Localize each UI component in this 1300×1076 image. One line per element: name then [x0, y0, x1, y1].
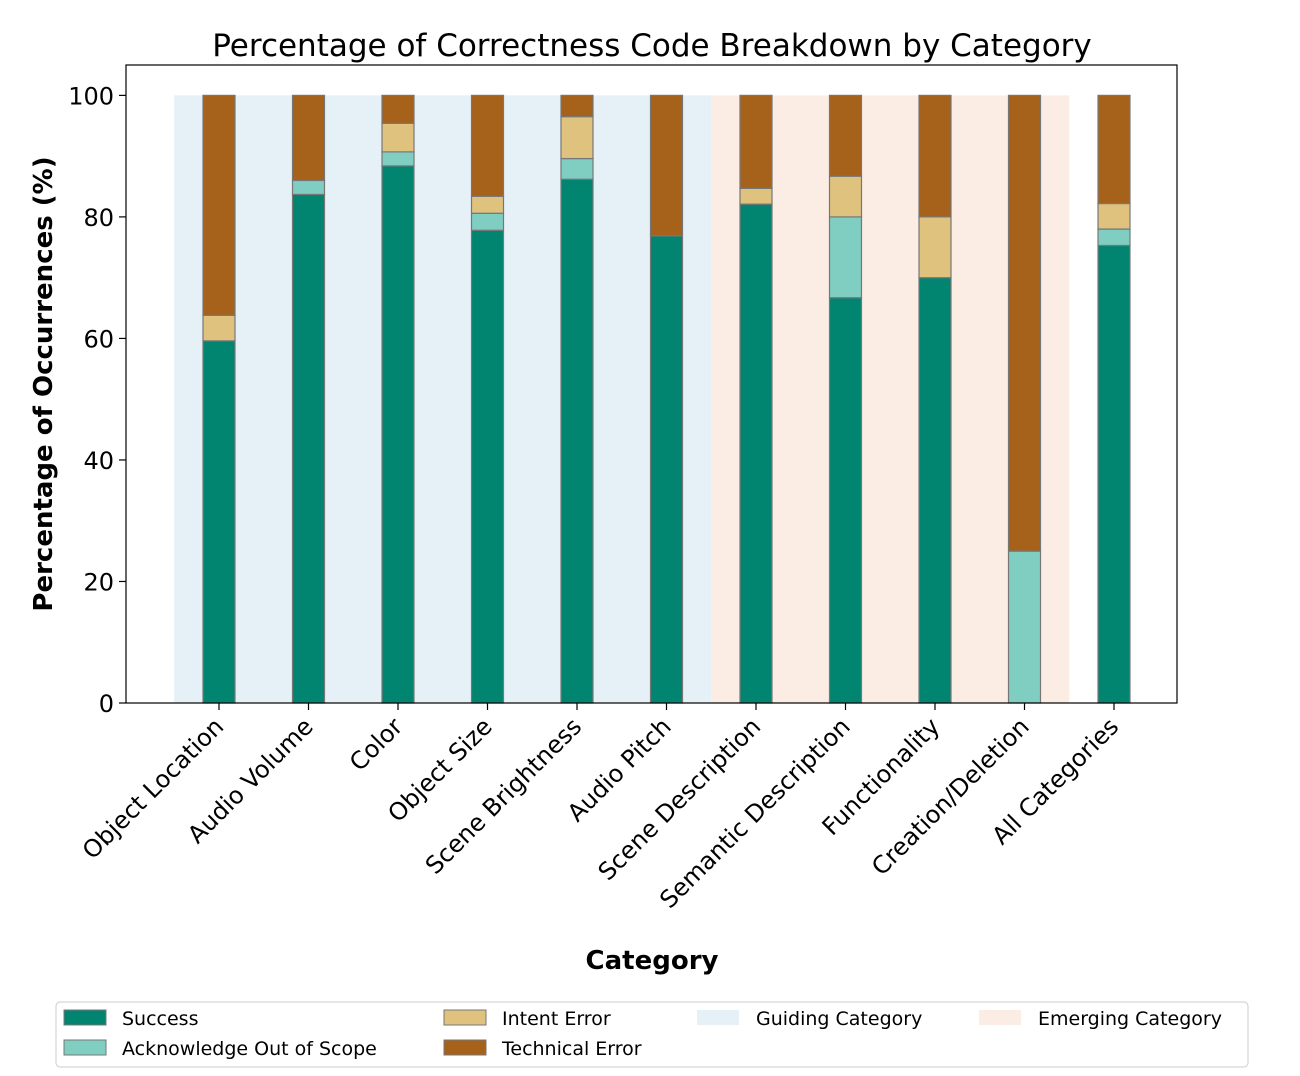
legend-swatch-technical [443, 1039, 487, 1056]
bars [202, 94, 1131, 704]
y-tick-label: 60 [83, 325, 114, 353]
bar-functionality-success [918, 277, 952, 704]
legend-label-intent: Intent Error [502, 1008, 611, 1030]
bar-all-categories-intent-error [1097, 202, 1131, 230]
background-band-guiding-category [174, 95, 712, 703]
bar-color-intent-error [381, 122, 415, 153]
legend-swatch-success [63, 1009, 107, 1026]
legend-label-aos: Acknowledge Out of Scope [122, 1038, 377, 1060]
x-tick-label-scene-brightness: Scene Brightness [420, 712, 587, 879]
bar-scene-description-technical-error [739, 94, 773, 189]
bar-scene-brightness-acknowledge-out-of-scope [560, 157, 594, 180]
bar-object-location-success [202, 340, 236, 704]
plot-frame [125, 64, 1178, 704]
y-tick-label: 40 [83, 447, 114, 475]
y-tick-label: 0 [99, 690, 114, 718]
bar-creation-deletion-acknowledge-out-of-scope [1007, 550, 1042, 704]
legend-swatch-aos [63, 1039, 107, 1056]
legend-swatch-guiding [697, 1010, 739, 1025]
y-tick-label: 80 [83, 204, 114, 232]
bar-audio-volume-technical-error [291, 94, 326, 182]
bar-creation-deletion-technical-error [1007, 94, 1042, 552]
y-axis-ticks: 0 20 40 60 80 100 [68, 82, 126, 718]
x-tick-label-scene-description: Scene Description [593, 712, 767, 886]
x-tick-label-creation-deletion: Creation/Deletion [866, 712, 1034, 880]
x-tick-label-color: Color [344, 712, 408, 776]
bar-object-size-success [470, 229, 505, 704]
bar-scene-description-intent-error [739, 187, 773, 205]
bar-semantic-description-success [828, 297, 863, 704]
bar-audio-volume-success [291, 193, 326, 704]
bar-color-technical-error [381, 94, 415, 124]
bar-scene-description-success [739, 203, 773, 704]
legend-label-guiding: Guiding Category [756, 1008, 922, 1030]
legend-label-success: Success [122, 1008, 198, 1030]
chart-title: Percentage of Correctness Code Breakdown… [212, 28, 1092, 64]
bar-object-size-acknowledge-out-of-scope [470, 212, 505, 231]
bar-scene-brightness-technical-error [560, 94, 594, 118]
legend-frame [55, 1001, 1249, 1068]
bar-all-categories-success [1097, 244, 1131, 704]
legend-label-technical: Technical Error [501, 1038, 642, 1060]
legend-swatch-emerging [979, 1010, 1021, 1025]
bar-scene-brightness-success [560, 178, 594, 704]
bar-audio-pitch-technical-error [649, 94, 684, 237]
bar-object-size-intent-error [470, 195, 505, 214]
bar-color-acknowledge-out-of-scope [381, 151, 415, 167]
bar-object-size-technical-error [470, 94, 505, 197]
y-tick-label: 100 [68, 82, 114, 110]
bar-functionality-intent-error [918, 216, 952, 279]
bar-all-categories-technical-error [1097, 94, 1131, 205]
legend: Success Acknowledge Out of Scope Intent … [55, 1001, 1249, 1068]
y-axis-label: Percentage of Occurrences (%) [29, 156, 59, 611]
legend-label-emerging: Emerging Category [1038, 1008, 1222, 1030]
bar-semantic-description-technical-error [828, 94, 863, 177]
legend-swatch-intent [443, 1009, 487, 1026]
y-tick-label: 20 [83, 568, 114, 596]
bar-object-location-technical-error [202, 94, 236, 316]
bar-audio-volume-acknowledge-out-of-scope [291, 179, 326, 196]
bar-object-location-intent-error [202, 314, 236, 342]
x-axis-label: Category [586, 946, 719, 976]
bar-all-categories-acknowledge-out-of-scope [1097, 228, 1131, 247]
bar-color-success [381, 165, 415, 704]
bar-functionality-technical-error [918, 94, 952, 218]
bar-semantic-description-intent-error [828, 175, 863, 218]
bar-audio-pitch-success [649, 235, 684, 704]
bar-semantic-description-acknowledge-out-of-scope [828, 216, 863, 299]
bar-scene-brightness-intent-error [560, 116, 594, 160]
